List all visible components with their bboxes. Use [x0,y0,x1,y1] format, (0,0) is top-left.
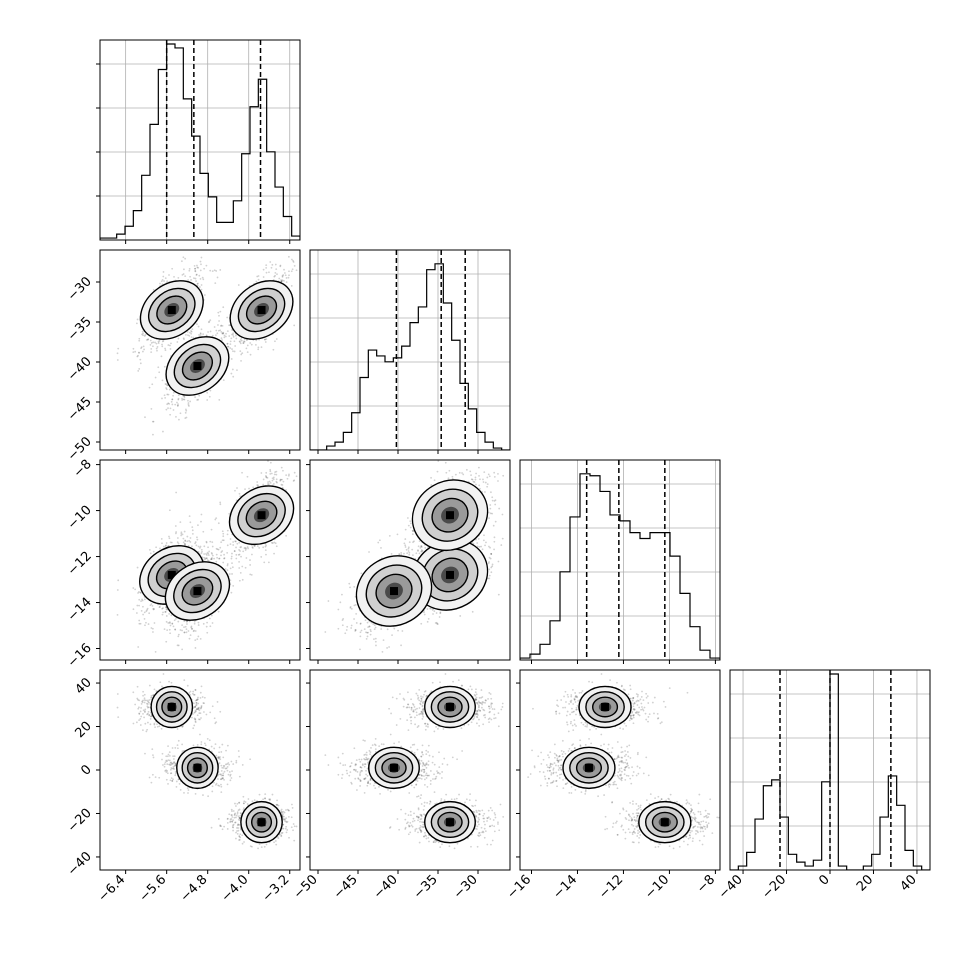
y-tick-label-3-1: −20 [65,806,95,836]
panel-0-0 [96,39,301,244]
panel-3-3: −40 −20 0 20 40 [716,669,931,902]
y-tick-label-1-2: −40 [65,354,95,384]
y-tick-label-3-2: 0 [78,762,94,778]
peak-3-0-0 [167,702,176,711]
peak-3-1-0 [446,702,454,711]
peak-2-1-2 [446,511,454,520]
peak-3-2-2 [660,818,669,827]
peak-3-2-0 [601,702,610,711]
x-tick-label-0-0: −6.4 [96,872,129,905]
y-tick-label-2-2: −12 [65,549,95,579]
y-tick-label-2-0: −16 [65,641,95,671]
y-tick-label-3-0: −40 [65,849,95,879]
peak-3-1-1 [390,763,398,772]
panel-frame [99,249,301,451]
x-tick-label-1-0: −50 [291,872,321,902]
histogram-step-3 [730,673,930,870]
histogram-step-2 [520,473,720,660]
y-tick-label-1-0: −50 [65,434,95,464]
peak-3-1-2 [446,818,454,827]
grid-lines [310,250,510,450]
peak-2-0-2 [257,511,266,520]
x-tick-label-0-2: −4.8 [178,872,211,905]
x-tick-label-1-4: −30 [451,872,481,902]
grid-lines [520,460,720,660]
peak-3-0-1 [193,763,202,772]
panel-2-0: −16−14−12−10−8 [65,457,301,671]
peak-3-0-2 [257,818,266,827]
panel-frame [99,39,301,241]
x-tick-label-3-3: 20 [854,872,876,894]
x-tick-label-3-2: 0 [816,872,832,888]
panel-frame [309,459,511,661]
x-tick-label-0-4: −3.2 [260,872,293,905]
y-tick-label-2-1: −14 [65,595,95,625]
peak-1-0-1 [193,362,202,370]
y-tick-label-3-3: 20 [73,719,95,741]
histogram-step-1 [310,263,510,450]
x-tick-label-0-3: −4.0 [219,872,252,905]
y-tick-label-1-3: −35 [65,314,95,344]
peak-2-0-1 [193,587,202,596]
x-tick-label-2-0: −16 [504,872,534,902]
x-tick-label-1-2: −40 [371,872,401,902]
panel-3-2: −16 −14 −12 −10 −8 [504,669,721,902]
panel-frame [99,459,301,661]
scatter-1-0 [116,255,298,436]
peak-2-1-1 [390,587,398,596]
peak-2-1-0 [446,570,454,579]
x-tick-label-3-4: 40 [897,872,919,894]
x-tick-label-1-1: −45 [331,872,361,902]
x-tick-label-2-3: −10 [642,872,672,902]
peak-3-2-1 [584,763,593,772]
panel-frame [519,459,721,661]
y-tick-label-1-1: −45 [65,394,95,424]
panel-2-1 [306,459,511,664]
y-tick-label-1-4: −30 [65,274,95,304]
x-tick-label-1-3: −35 [411,872,441,902]
scatter-2-0 [116,460,298,653]
x-tick-label-2-1: −14 [550,872,580,902]
panel-3-0: −6.4 −5.6 −4.8 −4.0 −3.2 −40 −20 0 20 40 [65,669,301,905]
x-tick-label-2-2: −12 [596,872,626,902]
x-tick-label-0-1: −5.6 [137,872,170,905]
panel-1-1 [309,249,511,454]
peak-1-0-2 [257,306,266,314]
x-tick-label-2-4: −8 [694,872,718,896]
x-tick-label-3-1: −20 [759,872,789,902]
x-tick-label-3-0: −40 [716,872,746,902]
panel-3-1: −50 −45 −40 −35 −30 [291,669,511,902]
panel-2-2 [519,459,721,664]
y-tick-label-3-4: 40 [73,675,95,697]
panel-1-0: −50 −45 −40 −35 −30 [65,249,301,464]
panel-frame [309,249,511,451]
y-tick-label-2-3: −10 [65,503,95,533]
scatter-3-2 [527,673,720,850]
peak-1-0-0 [167,306,176,314]
peak-2-0-0 [167,570,176,579]
scatter-2-1 [324,460,505,653]
histogram-step-0 [100,43,300,240]
